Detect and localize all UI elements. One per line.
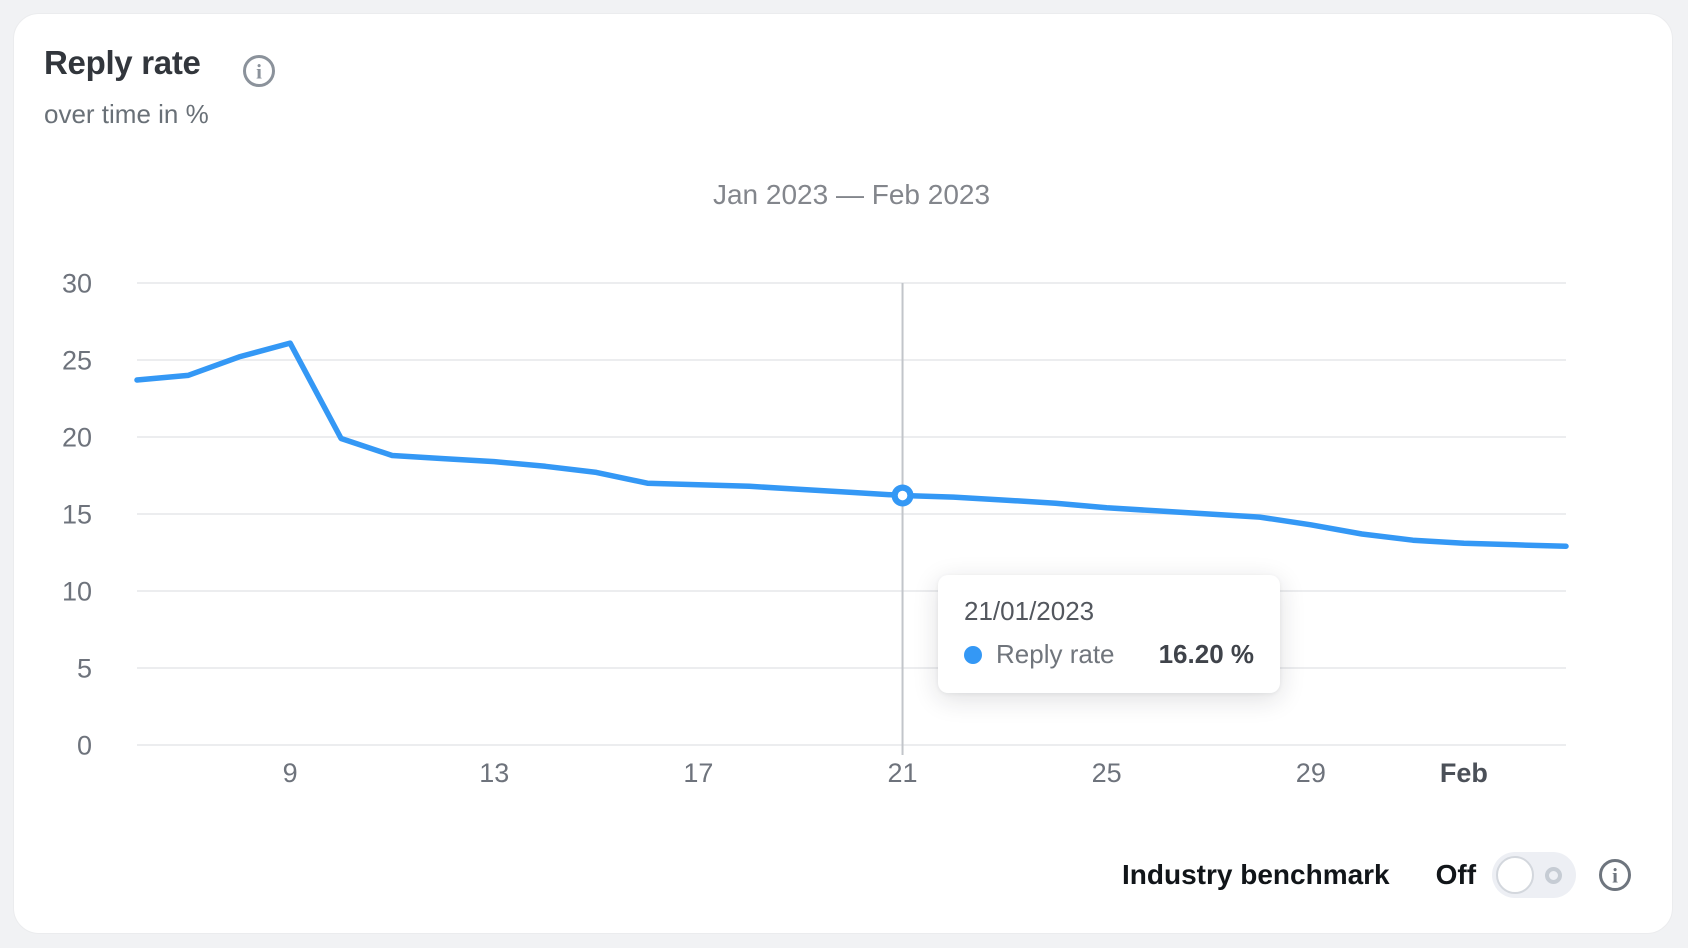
tooltip-date: 21/01/2023 — [964, 596, 1095, 626]
info-icon[interactable]: i — [242, 54, 276, 88]
highlighted-point-center — [897, 490, 908, 501]
x-tick-label: 21 — [888, 758, 918, 788]
benchmark-info-icon[interactable]: i — [1598, 858, 1632, 892]
x-tick-label: 29 — [1296, 758, 1326, 788]
date-range-title: Jan 2023 — Feb 2023 — [712, 179, 991, 210]
x-tick-label: 13 — [479, 758, 509, 788]
toggle-off-ring — [1545, 867, 1563, 884]
y-tick-label: 0 — [77, 731, 92, 761]
page-title: Reply rate — [44, 44, 201, 81]
svg-text:i: i — [1612, 864, 1618, 888]
y-tick-label: 20 — [62, 423, 92, 453]
industry-benchmark-toggle[interactable] — [1492, 852, 1577, 898]
benchmark-toggle-state: Off — [1435, 859, 1477, 890]
reply-rate-line — [134, 340, 1569, 550]
benchmark-label: Industry benchmark — [1122, 859, 1390, 890]
chart-card — [13, 13, 1673, 934]
y-tick-label: 30 — [62, 269, 92, 299]
x-tick-label: 25 — [1092, 758, 1122, 788]
x-tick-label: 9 — [283, 758, 298, 788]
y-tick-label: 5 — [77, 654, 92, 684]
series-dot-icon — [964, 645, 982, 664]
svg-text:i: i — [256, 60, 262, 84]
y-tick-label: 15 — [62, 500, 92, 530]
benchmark-controls: Industry benchmark Off i — [1122, 852, 1632, 898]
y-tick-label: 10 — [62, 577, 92, 607]
y-tick-label: 25 — [62, 346, 92, 376]
x-tick-label: Feb — [1440, 758, 1488, 788]
tooltip-row: Reply rate 16.20 % — [964, 639, 1254, 670]
chart-tooltip: 21/01/2023 Reply rate 16.20 % — [938, 575, 1280, 693]
toggle-knob[interactable] — [1496, 856, 1535, 894]
chart-subtitle: over time in % — [44, 99, 209, 129]
x-tick-label: 17 — [683, 758, 713, 788]
tooltip-series-label: Reply rate — [996, 639, 1115, 669]
tooltip-value: 16.20 % — [1158, 639, 1254, 669]
